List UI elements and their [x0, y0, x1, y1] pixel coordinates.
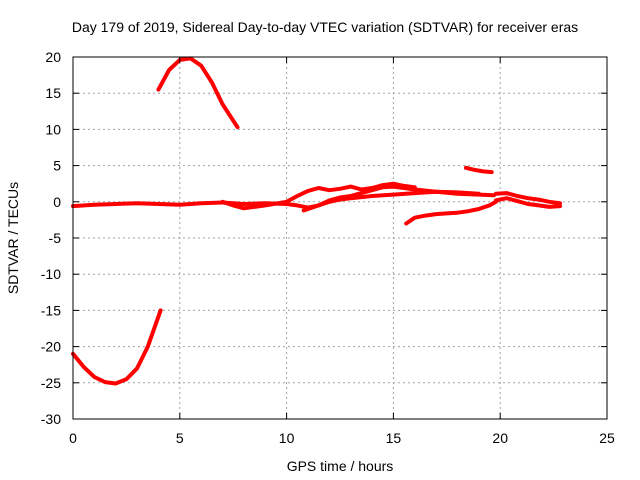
series-line-arc-short [464, 165, 494, 175]
x-tick-label: 25 [599, 430, 615, 446]
x-tick-label: 10 [279, 430, 295, 446]
y-tick-label: 20 [45, 49, 61, 65]
y-tick-label: -20 [41, 339, 61, 355]
series-line-arc-main-3 [301, 189, 481, 213]
series-line-arc-main-2 [220, 181, 417, 211]
series-line-arc-main-1 [71, 184, 496, 210]
x-tick-label: 20 [492, 430, 508, 446]
x-tick-label: 5 [176, 430, 184, 446]
y-tick-label: 10 [45, 121, 61, 137]
chart-title: Day 179 of 2019, Sidereal Day-to-day VTE… [72, 19, 578, 35]
grid [73, 57, 607, 419]
y-tick-label: 15 [45, 85, 61, 101]
series-layer [71, 56, 562, 386]
series-line-arc-right-2 [493, 196, 562, 209]
y-tick-label: -30 [41, 411, 61, 427]
series-line-arc-high [156, 56, 240, 130]
x-tick-label: 0 [69, 430, 77, 446]
series-line-arc-right [493, 191, 562, 206]
y-tick-label: -15 [41, 302, 61, 318]
axis-ticks: 0 5 10 15 20 25 -30 -25 -20 -15 -10 -5 0 5 10 15 20 [41, 49, 615, 446]
y-tick-label: 0 [53, 194, 61, 210]
y-tick-label: 5 [53, 158, 61, 174]
series-line-arc-lower-right [404, 199, 498, 226]
y-tick-label: -10 [41, 266, 61, 282]
x-axis-label: GPS time / hours [287, 458, 394, 474]
y-tick-label: -25 [41, 375, 61, 391]
y-tick-label: -5 [49, 230, 62, 246]
y-axis-label: SDTVAR / TECUs [5, 182, 21, 294]
series-line-arc-low-start [71, 308, 163, 386]
x-tick-label: 15 [386, 430, 402, 446]
